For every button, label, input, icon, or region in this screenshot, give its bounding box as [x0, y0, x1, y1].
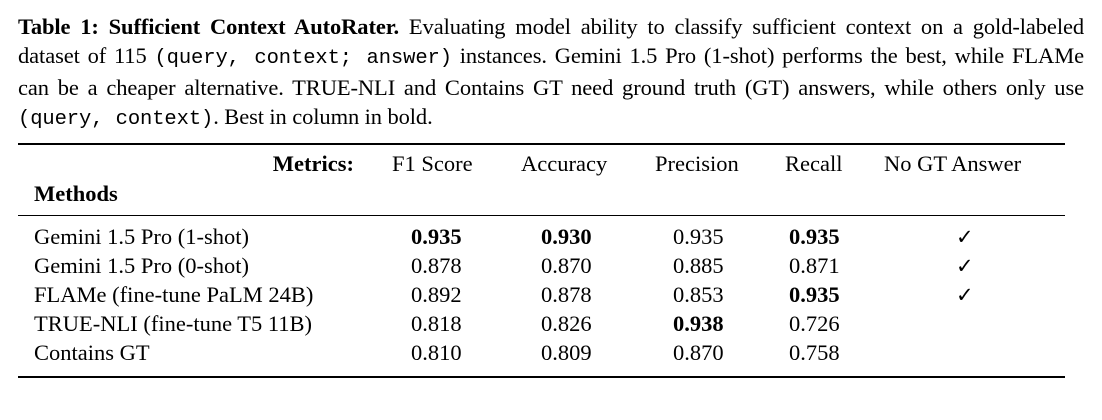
- recall-cell: 0.871: [789, 253, 840, 278]
- column-header-recall: Recall: [785, 151, 843, 176]
- caption-text-1: Evaluating model ability to classify suf…: [18, 14, 1085, 68]
- table-caption: Table 1: Sufficient Context AutoRater. E…: [18, 12, 1084, 134]
- f1-cell: 0.810: [411, 340, 462, 365]
- no-gt-check-cell: ✓: [956, 254, 974, 278]
- caption-text-3: . Best in column in bold.: [213, 104, 433, 129]
- table-row: Gemini 1.5 Pro (0-shot) 0.878 0.870 0.885 0.…: [0, 252, 1102, 281]
- accuracy-cell: 0.870: [541, 253, 592, 278]
- precision-cell: 0.938: [673, 311, 724, 336]
- f1-cell: 0.818: [411, 311, 462, 336]
- metrics-header: Metrics:: [272, 151, 354, 176]
- precision-cell: 0.935: [673, 224, 724, 249]
- table-row: FLAMe (fine-tune PaLM 24B) 0.892 0.878 0.85…: [0, 281, 1102, 310]
- recall-cell: 0.935: [789, 282, 840, 307]
- f1-cell: 0.892: [411, 282, 462, 307]
- table-header-rule: [18, 215, 1065, 216]
- method-cell: Gemini 1.5 Pro (1-shot): [34, 224, 249, 249]
- precision-cell: 0.853: [673, 282, 724, 307]
- table-row: Contains GT 0.810 0.809 0.870 0.758: [0, 339, 1102, 368]
- caption-label: Table 1:: [18, 14, 99, 39]
- accuracy-cell: 0.878: [541, 282, 592, 307]
- column-header-f1: F1 Score: [392, 151, 473, 176]
- caption-mono-2: (query, context): [18, 108, 214, 131]
- table-row: TRUE-NLI (fine-tune T5 11B) 0.818 0.826 0.9…: [0, 310, 1102, 339]
- table-bottom-rule: [18, 376, 1065, 378]
- no-gt-check-cell: ✓: [956, 225, 974, 249]
- methods-header: Methods: [34, 181, 118, 206]
- column-header-no-gt-answer: No GT Answer: [884, 151, 1022, 176]
- recall-cell: 0.935: [789, 224, 840, 249]
- method-cell: TRUE-NLI (fine-tune T5 11B): [34, 311, 313, 336]
- accuracy-cell: 0.809: [541, 340, 592, 365]
- f1-cell: 0.935: [411, 224, 462, 249]
- precision-cell: 0.870: [673, 340, 724, 365]
- recall-cell: 0.726: [789, 311, 840, 336]
- recall-cell: 0.758: [789, 340, 840, 365]
- method-cell: Gemini 1.5 Pro (0-shot): [34, 253, 249, 278]
- accuracy-cell: 0.930: [541, 224, 592, 249]
- caption-mono-1: (query, context; answer): [154, 47, 452, 70]
- table-top-rule: [18, 143, 1065, 145]
- table-row: Gemini 1.5 Pro (1-shot) 0.935 0.930 0.935 0.…: [0, 223, 1102, 252]
- column-header-precision: Precision: [655, 151, 739, 176]
- no-gt-check-cell: ✓: [956, 283, 974, 307]
- precision-cell: 0.885: [673, 253, 724, 278]
- method-cell: Contains GT: [34, 340, 150, 365]
- method-cell: FLAMe (fine-tune PaLM 24B): [34, 282, 314, 307]
- column-header-accuracy: Accuracy: [521, 151, 608, 176]
- caption-title: Sufficient Context AutoRater.: [108, 14, 400, 39]
- caption-text-2: instances. Gemini 1.5 Pro (1-shot) perfo…: [18, 43, 1084, 100]
- f1-cell: 0.878: [411, 253, 462, 278]
- accuracy-cell: 0.826: [541, 311, 592, 336]
